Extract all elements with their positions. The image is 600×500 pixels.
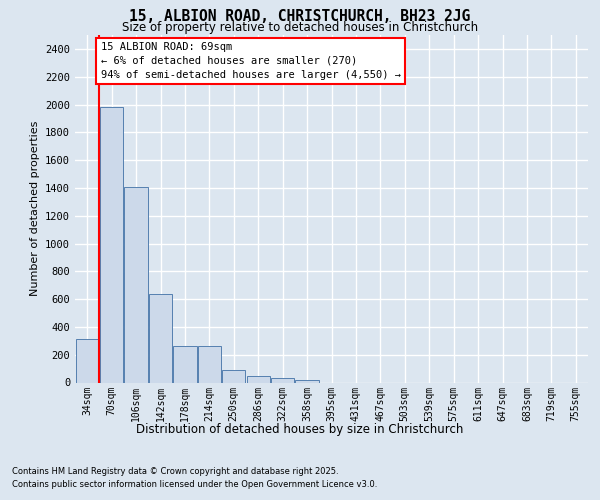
Bar bbox=[149, 294, 172, 382]
Text: Distribution of detached houses by size in Christchurch: Distribution of detached houses by size … bbox=[136, 422, 464, 436]
Bar bbox=[100, 108, 123, 382]
Bar bbox=[247, 376, 270, 382]
Bar bbox=[295, 380, 319, 382]
Bar bbox=[198, 346, 221, 382]
Text: 15 ALBION ROAD: 69sqm
← 6% of detached houses are smaller (270)
94% of semi-deta: 15 ALBION ROAD: 69sqm ← 6% of detached h… bbox=[101, 42, 401, 80]
Bar bbox=[222, 370, 245, 382]
Text: 15, ALBION ROAD, CHRISTCHURCH, BH23 2JG: 15, ALBION ROAD, CHRISTCHURCH, BH23 2JG bbox=[130, 9, 470, 24]
Y-axis label: Number of detached properties: Number of detached properties bbox=[29, 121, 40, 296]
Text: Contains public sector information licensed under the Open Government Licence v3: Contains public sector information licen… bbox=[12, 480, 377, 489]
Bar bbox=[76, 340, 99, 382]
Bar bbox=[124, 186, 148, 382]
Bar bbox=[173, 346, 197, 382]
Bar bbox=[271, 378, 294, 382]
Text: Size of property relative to detached houses in Christchurch: Size of property relative to detached ho… bbox=[122, 21, 478, 34]
Text: Contains HM Land Registry data © Crown copyright and database right 2025.: Contains HM Land Registry data © Crown c… bbox=[12, 468, 338, 476]
